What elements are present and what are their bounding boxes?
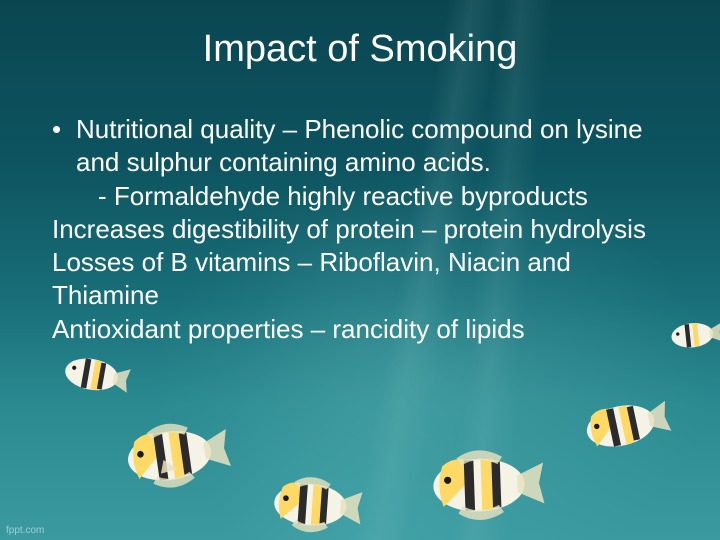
slide-title: Impact of Smoking: [48, 28, 672, 71]
bullet-item: Nutritional quality – Phenolic compound …: [76, 113, 672, 180]
body-line: Antioxidant properties – rancidity of li…: [52, 313, 672, 346]
watermark: fppt.com: [6, 525, 44, 536]
body-line: Losses of B vitamins – Riboflavin, Niaci…: [52, 246, 672, 313]
slide-body: Nutritional quality – Phenolic compound …: [48, 113, 672, 346]
sub-bullet: - Formaldehyde highly reactive byproduct…: [52, 180, 672, 213]
slide-container: Impact of Smoking Nutritional quality – …: [0, 0, 720, 540]
body-line: Increases digestibility of protein – pro…: [52, 213, 672, 246]
